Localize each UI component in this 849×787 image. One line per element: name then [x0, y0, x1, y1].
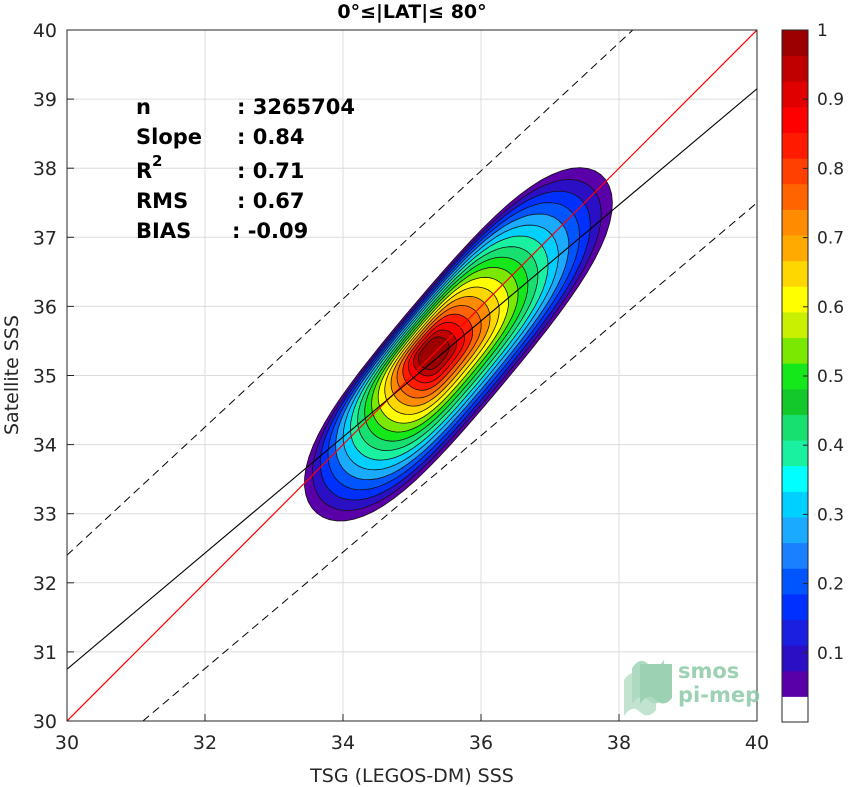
- y-tick-label: 35: [33, 366, 57, 388]
- colorbar-tick-label: 0.7: [817, 229, 844, 249]
- colorbar-segment: [782, 55, 808, 82]
- colorbar-segment: [782, 311, 808, 339]
- upper-bound-dashed-line: [67, 30, 634, 556]
- logo-text-line2: pi-mep: [678, 683, 760, 707]
- logo-waves-icon: [624, 660, 672, 716]
- colorbar-segment: [782, 619, 808, 646]
- colorbar-segment: [782, 542, 808, 569]
- stat-rms-value: : 0.67: [237, 189, 305, 213]
- y-axis-label: Satellite SSS: [1, 315, 23, 435]
- stat-n-label: n: [136, 95, 151, 119]
- y-tick-label: 38: [33, 158, 57, 180]
- statistics-box: n : 3265704 Slope : 0.84 R 2 : 0.71 RMS …: [136, 95, 355, 243]
- y-tick-label: 40: [33, 20, 57, 42]
- colorbar-tick-label: 0.2: [817, 575, 844, 595]
- lower-bound-dashed-line: [142, 202, 757, 721]
- x-tick-label: 36: [469, 732, 493, 754]
- colorbar-segment: [782, 696, 808, 723]
- smos-pimep-logo: smos pi-mep: [624, 659, 760, 716]
- stat-r2-superscript: 2: [152, 152, 162, 170]
- colorbar-segment: [782, 183, 808, 210]
- x-tick-label: 34: [331, 732, 355, 754]
- colorbar-segment: [782, 132, 808, 159]
- y-tick-label: 39: [33, 89, 57, 111]
- density-contours: [304, 167, 613, 522]
- x-tick-label: 30: [55, 732, 79, 754]
- stat-slope-value: : 0.84: [237, 125, 305, 149]
- regression-line: [67, 88, 757, 670]
- stat-n-value: : 3265704: [237, 95, 355, 119]
- colorbar-segment: [782, 414, 808, 441]
- colorbar-segment: [782, 645, 808, 672]
- colorbar: 0.1 0.2 0.3 0.4 0.5 0.6 0.7 0.8 0.9 1: [781, 21, 844, 723]
- y-tick-label: 32: [33, 573, 57, 595]
- x-tick-label: 40: [745, 732, 769, 754]
- colorbar-tick-label: 0.6: [817, 298, 844, 318]
- colorbar-segment: [782, 30, 808, 57]
- colorbar-tick-label: 0.3: [817, 505, 844, 525]
- colorbar-tick-label: 0.4: [817, 436, 844, 456]
- stat-bias-value: : -0.09: [232, 219, 308, 243]
- stat-r2-value: : 0.71: [237, 159, 305, 183]
- colorbar-segment: [782, 106, 808, 134]
- colorbar-tick-label: 0.5: [817, 367, 844, 387]
- logo-text-line1: smos: [678, 659, 739, 683]
- reference-lines: [67, 30, 757, 721]
- y-tick-label: 37: [33, 227, 57, 249]
- colorbar-segment: [782, 440, 808, 467]
- colorbar-tick-label: 1: [817, 21, 828, 41]
- colorbar-segment: [782, 286, 808, 313]
- colorbar-segment: [782, 388, 808, 415]
- colorbar-segment: [782, 465, 808, 492]
- y-tick-label: 36: [33, 296, 57, 318]
- stat-bias-label: BIAS: [136, 219, 191, 243]
- colorbar-tick-label: 0.8: [817, 159, 844, 179]
- identity-line: [67, 30, 757, 721]
- axis-ticks: 30 32 34 36 38 40 30 31 32 33 34 35 36 37 38 39 40: [33, 20, 769, 754]
- colorbar-segment: [782, 81, 808, 108]
- colorbar-segment: [782, 568, 808, 595]
- colorbar-segment: [782, 593, 808, 620]
- colorbar-segment: [782, 337, 808, 364]
- x-axis-label: TSG (LEGOS-DM) SSS: [309, 765, 514, 787]
- colorbar-segment: [782, 260, 808, 287]
- plot-title: 0°≤|LAT|≤ 80°: [337, 1, 486, 23]
- x-tick-label: 32: [193, 732, 217, 754]
- colorbar-segment: [782, 516, 808, 544]
- stat-slope-label: Slope: [136, 125, 202, 149]
- y-tick-label: 30: [33, 711, 57, 733]
- y-tick-label: 31: [33, 642, 57, 664]
- stat-r2-label: R: [136, 159, 152, 183]
- y-tick-label: 34: [33, 435, 57, 457]
- colorbar-segment: [782, 491, 808, 518]
- colorbar-segment: [782, 670, 808, 697]
- colorbar-tick-label: 0.9: [817, 90, 844, 110]
- stat-rms-label: RMS: [136, 189, 188, 213]
- colorbar-tick-label: 0.1: [817, 644, 844, 664]
- colorbar-segment: [782, 158, 808, 185]
- colorbar-segment: [782, 209, 808, 236]
- x-tick-label: 38: [607, 732, 631, 754]
- y-tick-label: 33: [33, 504, 57, 526]
- colorbar-segment: [782, 235, 808, 262]
